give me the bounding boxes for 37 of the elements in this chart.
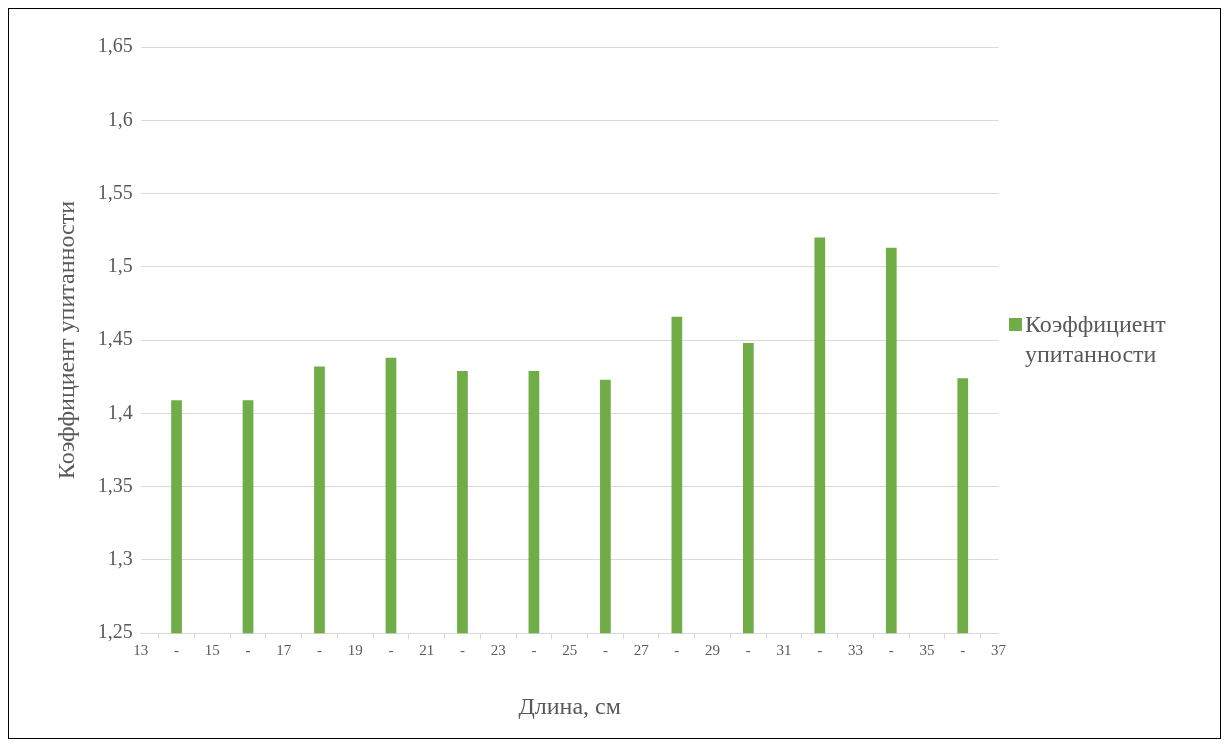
y-tick-label: 1,55	[97, 180, 133, 203]
x-tick-label: 23	[490, 642, 506, 659]
x-tick-label: -	[602, 642, 608, 659]
x-tick-label: -	[960, 642, 966, 659]
x-tick-label: -	[316, 642, 322, 659]
x-tick-label: 37	[991, 642, 1007, 659]
x-tick-label: 29	[705, 642, 721, 659]
x-tick-label: 27	[633, 642, 650, 659]
legend-label: Коэффициент упитанности	[1025, 309, 1167, 369]
y-tick-label: 1,45	[97, 327, 133, 350]
x-tick-label: 21	[419, 642, 435, 659]
x-tick-label: -	[388, 642, 394, 659]
y-tick-label: 1,5	[107, 254, 133, 277]
x-tick-label: 19	[347, 642, 363, 659]
x-tick-label: 31	[776, 642, 792, 659]
x-tick-label: 33	[848, 642, 864, 659]
y-tick-label: 1,35	[97, 473, 133, 496]
x-tick-label: -	[817, 642, 823, 659]
y-tick-label: 1,4	[107, 400, 133, 423]
x-tick-label: -	[245, 642, 251, 659]
x-tick-label: -	[888, 642, 894, 659]
x-tick-label: 15	[204, 642, 220, 659]
y-tick-label: 1,3	[107, 547, 133, 570]
x-tick-label: 17	[276, 642, 292, 659]
x-tick-label: 35	[919, 642, 935, 659]
x-tick-label: 25	[562, 642, 578, 659]
x-tick-label: -	[531, 642, 537, 659]
x-tick-label: -	[459, 642, 465, 659]
x-tick-label: -	[745, 642, 751, 659]
x-tick-label: -	[174, 642, 180, 659]
y-tick-label: 1,25	[97, 620, 133, 643]
y-tick-label: 1,65	[97, 34, 133, 57]
x-tick-label: -	[674, 642, 680, 659]
x-axis-title: Длина, см	[518, 692, 621, 719]
y-tick-label: 1,6	[107, 107, 133, 130]
x-tick-label: 13	[133, 642, 149, 659]
y-axis-title: Коэффициент упитанности	[52, 200, 79, 480]
